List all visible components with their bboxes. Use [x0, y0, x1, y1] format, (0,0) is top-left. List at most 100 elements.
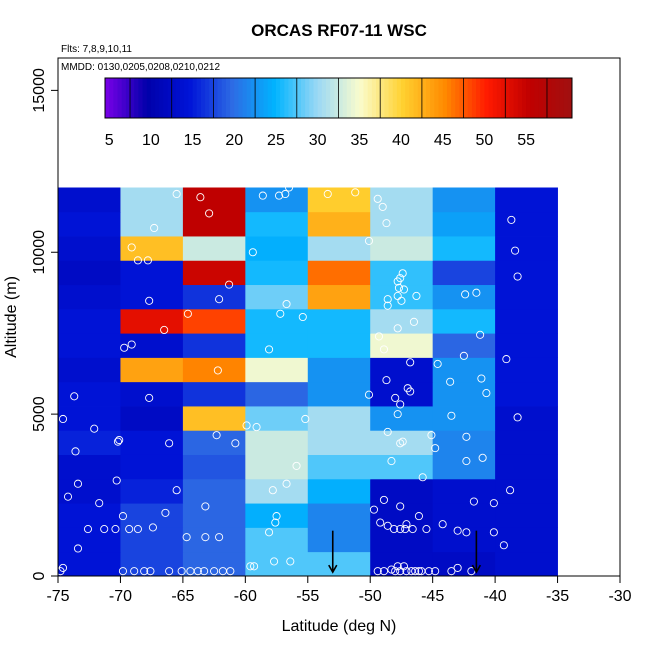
heatmap-cell — [182, 478, 246, 504]
heatmap-cell — [182, 503, 246, 528]
heatmap-cell — [495, 187, 558, 213]
colorbar-swatch — [355, 78, 360, 118]
observation-point — [398, 269, 407, 278]
heatmap-cell — [370, 430, 434, 455]
observation-point — [284, 183, 294, 192]
observation-point — [396, 567, 405, 576]
heatmap-cell — [120, 406, 184, 431]
observation-point — [301, 414, 310, 424]
heatmap-cell — [370, 211, 434, 237]
heatmap-cell — [58, 211, 121, 237]
heatmap-cell — [182, 211, 246, 237]
colorbar-swatch — [505, 78, 510, 118]
observation-point — [447, 411, 456, 420]
colorbar-swatch — [446, 78, 452, 118]
y-axis: 0 5000 10000 15000 — [31, 68, 58, 580]
observation-point — [145, 393, 154, 402]
colorbar-swatch — [230, 78, 235, 118]
observation-point — [130, 567, 139, 576]
colorbar-swatch — [184, 78, 189, 118]
heatmap-cell — [432, 503, 496, 528]
flights-annotation: Flts: 7,8,9,10,11 — [61, 44, 132, 55]
observation-point — [210, 567, 219, 576]
colorbar-swatch — [238, 78, 244, 118]
observation-point — [165, 567, 174, 576]
observation-point — [63, 492, 73, 501]
observation-point — [183, 309, 192, 318]
colorbar-swatch — [546, 78, 552, 118]
colorbar-swatch — [430, 78, 435, 118]
heatmap-cell — [120, 430, 184, 455]
observation-point — [58, 563, 68, 572]
heatmap-cell — [182, 284, 246, 310]
heatmap-cell — [245, 430, 309, 455]
observation-point — [389, 525, 399, 534]
observation-point — [282, 299, 291, 309]
heatmap-cell — [120, 551, 184, 577]
colorbar-swatch — [542, 78, 548, 118]
heatmap-cell — [120, 333, 184, 358]
observation-point — [406, 387, 415, 396]
colorbar-swatch — [417, 78, 423, 118]
heatmap-cell — [495, 478, 558, 504]
observation-point — [127, 243, 136, 252]
observation-point — [298, 312, 307, 322]
observation-point — [387, 457, 396, 466]
colorbar-swatch — [517, 78, 523, 118]
observation-point — [453, 563, 462, 572]
heatmap-cell — [58, 503, 121, 528]
heatmap-cell — [58, 406, 121, 431]
observation-point — [111, 525, 120, 534]
observation-point — [143, 256, 152, 265]
colorbar-swatch — [442, 78, 448, 118]
observation-point — [205, 209, 214, 218]
observation-point — [364, 390, 374, 399]
observation-point — [396, 274, 405, 283]
colorbar-swatch — [113, 78, 119, 118]
observation-point — [383, 301, 392, 310]
observation-point — [408, 525, 417, 534]
observation-point — [417, 567, 426, 576]
observation-point — [383, 521, 392, 530]
observation-point — [165, 439, 174, 448]
colorbar-swatch — [267, 78, 273, 118]
colorbar-swatch — [271, 78, 277, 118]
colorbar-swatch — [413, 78, 419, 118]
colorbar-swatch — [484, 78, 490, 118]
observation-point — [459, 351, 468, 360]
observation-point — [394, 283, 403, 292]
colorbar-swatch — [284, 78, 289, 118]
observation-point — [172, 189, 181, 199]
colorbar-swatch — [551, 78, 556, 118]
observation-point — [462, 528, 471, 537]
observation-point — [513, 413, 522, 422]
observation-point — [427, 431, 436, 440]
colorbar-swatch — [150, 78, 156, 118]
observation-point — [399, 285, 408, 294]
colorbar-swatch — [209, 78, 214, 118]
colorbar-swatch — [330, 78, 335, 118]
heatmap-cell — [370, 357, 434, 383]
heatmap-cell — [58, 454, 121, 480]
heatmap-cell — [495, 381, 558, 407]
observation-point — [412, 291, 421, 301]
colorbar-swatch — [121, 78, 127, 118]
heatmap-cell — [432, 381, 496, 407]
colorbar-swatch — [250, 78, 256, 118]
colorbar-swatch — [459, 78, 465, 118]
colorbar-swatch — [117, 78, 123, 118]
heatmap-cell — [370, 236, 434, 261]
observation-point — [396, 400, 405, 409]
observation-point — [414, 567, 423, 576]
colorbar-swatch — [488, 78, 494, 118]
heatmap-cell — [495, 260, 558, 286]
heatmap-cell — [370, 454, 434, 480]
heatmap-cell — [120, 260, 184, 286]
heatmap-cell — [120, 381, 184, 407]
colorbar-tick-label: 55 — [517, 132, 535, 149]
heatmap-cell — [495, 430, 558, 455]
observation-point — [476, 330, 485, 339]
x-axis-label: Latitude (deg N) — [282, 618, 397, 635]
colorbar-swatch — [376, 78, 381, 118]
heatmap-cell — [432, 284, 496, 310]
